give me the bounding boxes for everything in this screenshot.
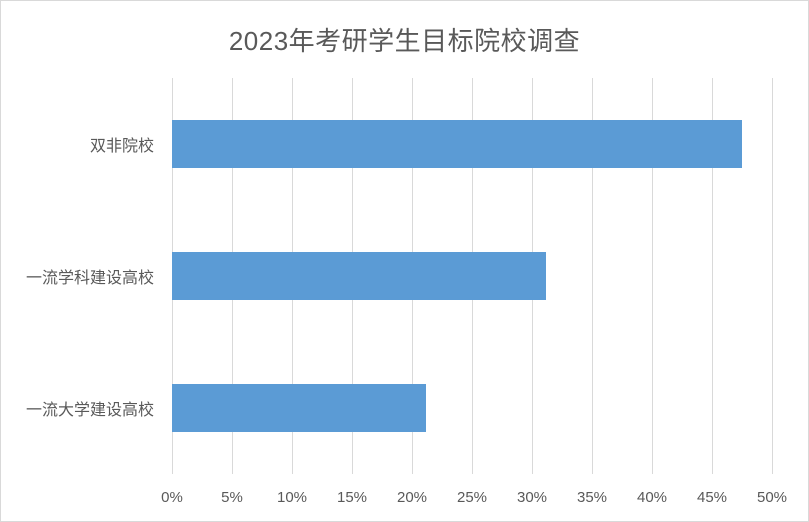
x-tick-label: 25%: [456, 489, 488, 506]
gridline: [772, 78, 773, 474]
bar-row: [172, 78, 772, 210]
bar-row: [172, 210, 772, 342]
x-tick-label: 30%: [516, 489, 548, 506]
bar-row: [172, 342, 772, 474]
category-axis: 双非院校一流学科建设高校 一流大学建设高校: [1, 78, 163, 474]
x-tick-label: 20%: [396, 489, 428, 506]
value-axis: 0% 5% 10% 15% 20% 25% 30% 35% 40% 45% 50%: [161, 474, 787, 516]
data-bar-3: [172, 384, 427, 432]
x-tick-label: 10%: [276, 489, 308, 506]
gridline: [712, 78, 713, 474]
x-tick-label: 0%: [161, 489, 183, 506]
data-bar-2: [172, 252, 547, 300]
gridline: [652, 78, 653, 474]
gridline: [592, 78, 593, 474]
category-label: 一流学科建设高校: [25, 270, 154, 287]
x-tick-label: 5%: [221, 489, 243, 506]
chart-title: 2023年考研学生目标院校调查: [228, 26, 581, 56]
x-tick-label: 45%: [696, 489, 728, 506]
x-tick-label: 40%: [636, 489, 668, 506]
category-label: 双非院校: [89, 138, 154, 155]
x-tick-label: 15%: [336, 489, 368, 506]
x-tick-label: 35%: [576, 489, 608, 506]
bars-container: [172, 78, 772, 474]
x-tick-label: 50%: [756, 489, 788, 506]
data-bar-1: [172, 120, 742, 168]
category-label: 一流大学建设高校: [25, 402, 154, 419]
